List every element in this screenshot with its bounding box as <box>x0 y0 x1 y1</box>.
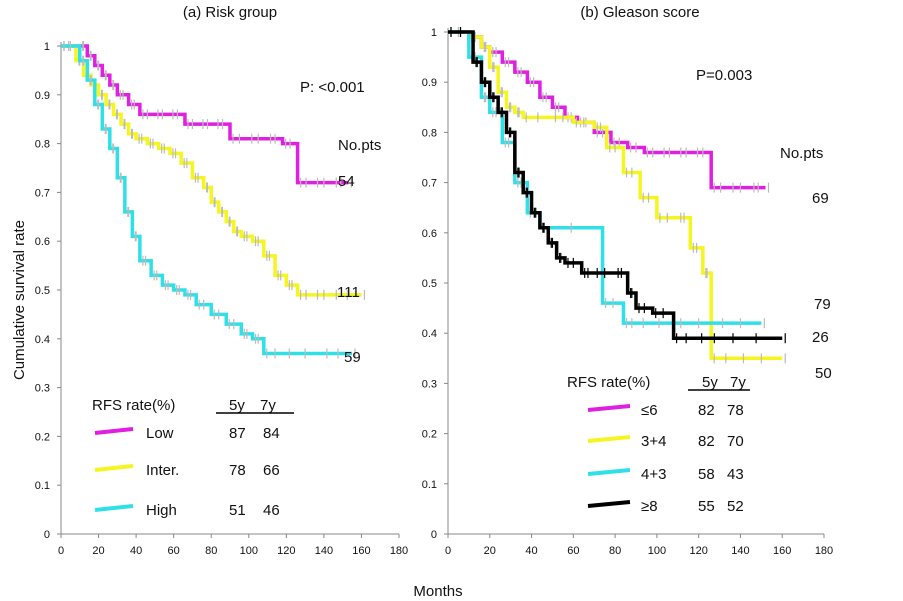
no-pts-header: No.pts <box>780 145 823 162</box>
x-tick-label: 40 <box>525 545 537 557</box>
y-tick-label: 0.4 <box>35 334 50 346</box>
x-tick-label: 160 <box>773 545 791 557</box>
y-tick-label: 0.6 <box>35 236 50 248</box>
y-tick-label: 1 <box>431 27 437 39</box>
legend-swatch-2 <box>94 504 134 512</box>
legend-rfs-7y: 52 <box>727 498 744 515</box>
legend-label: 4+3 <box>641 466 666 483</box>
no-pts-header: No.pts <box>338 137 381 154</box>
legend-rfs-5y: 87 <box>229 425 246 442</box>
x-tick-label: 100 <box>240 545 258 557</box>
x-tick-label: 140 <box>731 545 749 557</box>
legend-swatch-2 <box>587 468 631 476</box>
y-tick-label: 1 <box>44 41 50 53</box>
legend-rfs-7y: 46 <box>263 502 280 519</box>
legend-swatch-3 <box>587 500 631 508</box>
y-axis-label: Cumulative survival rate <box>11 220 28 380</box>
x-tick-label: 20 <box>484 545 496 557</box>
legend-rfs-7y: 66 <box>263 462 280 479</box>
x-tick-label: 140 <box>315 545 333 557</box>
legend-label: Low <box>146 425 174 442</box>
chart-title: (a) Risk group <box>183 4 277 21</box>
y-tick-label: 0.5 <box>35 285 50 297</box>
x-tick-label: 100 <box>648 545 666 557</box>
n-patients-label: 50 <box>815 365 832 382</box>
legend-swatch-0 <box>94 427 134 435</box>
legend-label: Inter. <box>146 462 179 479</box>
legend-rfs-7y: 78 <box>727 402 744 419</box>
y-tick-label: 0 <box>44 529 50 541</box>
legend-rfs-5y: 78 <box>229 462 246 479</box>
n-patients-label: 26 <box>812 329 829 346</box>
x-tick-label: 20 <box>92 545 104 557</box>
y-tick-label: 0 <box>431 529 437 541</box>
y-tick-label: 0.9 <box>422 77 437 89</box>
x-tick-label: 180 <box>815 545 833 557</box>
y-tick-label: 0.1 <box>422 479 437 491</box>
y-tick-label: 0.4 <box>422 328 437 340</box>
legend-swatch-0 <box>587 404 631 412</box>
y-tick-label: 0.9 <box>35 90 50 102</box>
legend-rfs-5y: 82 <box>698 433 715 450</box>
legend-rfs-5y: 82 <box>698 402 715 419</box>
x-tick-label: 0 <box>58 545 64 557</box>
legend-rfs-7y: 43 <box>727 466 744 483</box>
y-tick-label: 0.6 <box>422 228 437 240</box>
legend-label: ≤6 <box>641 402 658 419</box>
legend-label: ≥8 <box>641 498 658 515</box>
legend-swatch-1 <box>94 464 134 472</box>
y-tick-label: 0.7 <box>35 187 50 199</box>
x-axis-label: Months <box>413 583 462 600</box>
panel-risk-group: (a) Risk group 0 0.1 0.2 0.3 0.4 0.5 0.6 0.7 0.8 0… <box>35 4 408 557</box>
legend-rfs-5y: 58 <box>698 466 715 483</box>
series-line-1 <box>448 30 783 361</box>
chart-title: (b) Gleason score <box>580 4 699 21</box>
legend-col-7y: 7y <box>730 374 746 391</box>
legend-rfs-7y: 70 <box>727 433 744 450</box>
n-patients-label: 79 <box>814 296 831 313</box>
x-tick-label: 40 <box>130 545 142 557</box>
x-tick-label: 80 <box>205 545 217 557</box>
legend-label: High <box>146 502 177 519</box>
y-tick-label: 0.3 <box>35 383 50 395</box>
x-tick-label: 60 <box>168 545 180 557</box>
x-tick-label: 0 <box>445 545 451 557</box>
y-tick-label: 0.5 <box>422 278 437 290</box>
y-tick-label: 0.8 <box>35 139 50 151</box>
legend-rfs-5y: 51 <box>229 502 246 519</box>
y-tick-label: 0.8 <box>422 127 437 139</box>
n-patients-label: 54 <box>338 173 355 190</box>
y-tick-label: 0.2 <box>35 431 50 443</box>
x-tick-label: 160 <box>352 545 370 557</box>
x-tick-label: 120 <box>689 545 707 557</box>
legend-title: RFS rate(%) <box>567 374 650 391</box>
y-tick-label: 0.2 <box>422 429 437 441</box>
n-patients-label: 111 <box>337 284 360 301</box>
legend-col-5y: 5y <box>702 374 718 391</box>
legend-col-5y: 5y <box>229 397 245 414</box>
y-tick-label: 0.1 <box>35 480 50 492</box>
panel-gleason-score: (b) Gleason score 0 0.1 0.2 0.3 0.4 0.5 0.6 0.7 0… <box>422 4 833 557</box>
x-tick-label: 80 <box>609 545 621 557</box>
legend-label: 3+4 <box>641 433 666 450</box>
legend-rfs-7y: 84 <box>263 425 280 442</box>
y-tick-label: 0.7 <box>422 178 437 190</box>
series-line-0 <box>61 44 349 185</box>
y-tick-label: 0.3 <box>422 378 437 390</box>
p-value: P: <0.001 <box>300 79 365 96</box>
x-tick-label: 120 <box>277 545 295 557</box>
legend-rfs-5y: 55 <box>698 498 715 515</box>
legend-col-7y: 7y <box>260 397 276 414</box>
n-patients-label: 69 <box>812 190 829 207</box>
legend-title: RFS rate(%) <box>92 397 175 414</box>
legend-swatch-1 <box>587 435 631 443</box>
p-value: P=0.003 <box>696 67 752 84</box>
x-tick-label: 60 <box>567 545 579 557</box>
n-patients-label: 59 <box>344 349 361 366</box>
x-tick-label: 180 <box>390 545 408 557</box>
